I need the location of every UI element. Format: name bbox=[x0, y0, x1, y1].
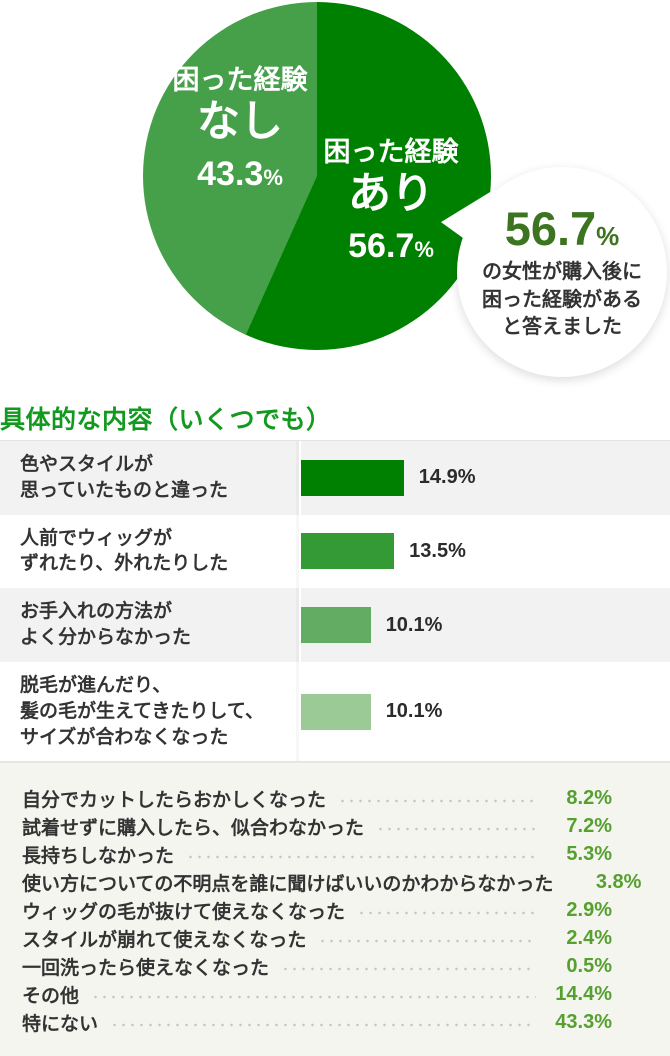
callout-text-line3: と答えました bbox=[502, 316, 622, 339]
bar-row: 人前でウィッグが ずれたり、外れたりした 13.5% bbox=[0, 514, 670, 589]
bar-value: 10.1% bbox=[385, 613, 443, 636]
dotted-leader bbox=[91, 993, 536, 1002]
pie-chart bbox=[143, 2, 491, 350]
bar-row-label: 人前でウィッグが ずれたり、外れたりした bbox=[0, 514, 301, 589]
list-item: 特にない 43.3% bbox=[22, 1008, 612, 1036]
list-item: 一回洗ったら使えなくなった 0.5% bbox=[22, 952, 612, 980]
list-item: 長持ちしなかった 5.3% bbox=[22, 840, 612, 868]
bar-cell: 10.1% bbox=[301, 588, 670, 662]
list-item-value: 8.2% bbox=[566, 786, 612, 809]
bar-chart-table: 色やスタイルが 思っていたものと違った 14.9% 人前でウィッグが ずれたり、… bbox=[0, 440, 670, 763]
dotted-leader bbox=[110, 1021, 536, 1030]
bar-cell: 14.9% bbox=[301, 441, 670, 515]
list-item-label: スタイルが崩れて使えなくなった bbox=[22, 929, 307, 951]
callout-value: 56.7% bbox=[504, 202, 620, 255]
callout-bubble: 56.7% の女性が購入後に 困った経験がある と答えました bbox=[457, 167, 667, 377]
list-item-value: 7.2% bbox=[566, 814, 612, 837]
minor-items-list: 自分でカットしたらおかしくなった 8.2% 試着せずに購入したら、似合わなかった… bbox=[0, 762, 670, 1056]
list-item-value: 5.3% bbox=[566, 842, 612, 865]
bar bbox=[301, 607, 371, 644]
bar-value: 10.1% bbox=[385, 700, 443, 723]
list-item: 使い方についての不明点を誰に聞けばいいのかわからなかった 3.8% bbox=[22, 868, 641, 896]
percent-sign: % bbox=[596, 221, 620, 251]
percent-sign: % bbox=[414, 236, 434, 262]
list-item-value: 2.9% bbox=[566, 898, 612, 921]
dotted-leader bbox=[281, 965, 536, 974]
pie-segment-label-none-main: なし bbox=[197, 98, 283, 147]
list-item: ウィッグの毛が抜けて使えなくなった 2.9% bbox=[22, 896, 612, 924]
bar-row-label: 色やスタイルが 思っていたものと違った bbox=[0, 441, 301, 515]
list-item-label: 一回洗ったら使えなくなった bbox=[22, 957, 270, 979]
bar-row: 色やスタイルが 思っていたものと違った 14.9% bbox=[0, 441, 670, 515]
bar bbox=[301, 459, 404, 496]
bar-row-label: 脱毛が進んだり、 髪の毛が生えてきたりして、 サイズが合わなくなった bbox=[0, 661, 301, 762]
bar-value: 14.9% bbox=[418, 466, 476, 489]
bar-cell: 13.5% bbox=[301, 515, 670, 589]
pie-segment-label-none-top: 困った経験 bbox=[172, 65, 308, 95]
list-item-label: 試着せずに購入したら、似合わなかった bbox=[22, 817, 365, 839]
list-item: その他 14.4% bbox=[22, 980, 612, 1008]
dotted-leader bbox=[376, 825, 536, 834]
bar-row: 脱毛が進んだり、 髪の毛が生えてきたりして、 サイズが合わなくなった 10.1% bbox=[0, 661, 670, 762]
list-item: 試着せずに購入したら、似合わなかった 7.2% bbox=[22, 812, 612, 840]
pie-segment-label-none: 困った経験 なし 43.3% bbox=[150, 64, 330, 193]
list-item-value: 14.4% bbox=[555, 982, 612, 1005]
dotted-leader bbox=[186, 853, 536, 862]
list-item-value: 43.3% bbox=[555, 1010, 612, 1033]
pie-segment-value-none: 43.3% bbox=[197, 154, 283, 193]
list-item: スタイルが崩れて使えなくなった 2.4% bbox=[22, 924, 612, 952]
list-item-label: 特にない bbox=[22, 1013, 99, 1035]
bar-row-label: お手入れの方法が よく分からなかった bbox=[0, 588, 301, 662]
bar-cell: 10.1% bbox=[301, 662, 670, 761]
dotted-leader bbox=[357, 909, 536, 918]
dotted-leader bbox=[318, 937, 536, 946]
dotted-leader bbox=[338, 797, 536, 806]
list-item-label: 自分でカットしたらおかしくなった bbox=[22, 789, 327, 811]
bar bbox=[301, 533, 395, 570]
bar bbox=[301, 693, 371, 730]
list-item-value: 0.5% bbox=[566, 954, 612, 977]
list-item-value: 2.4% bbox=[566, 926, 612, 949]
callout-text-line2: 困った経験がある bbox=[482, 288, 642, 311]
pie-segment-label-yes-top: 困った経験 bbox=[323, 137, 459, 167]
list-item-label: 長持ちしなかった bbox=[22, 845, 175, 867]
percent-sign: % bbox=[263, 164, 283, 190]
pie-segment-value-yes: 56.7% bbox=[348, 226, 434, 265]
list-item-label: 使い方についての不明点を誰に聞けばいいのかわからなかった bbox=[22, 873, 554, 895]
section-title: 具体的な内容（いくつでも） bbox=[0, 406, 332, 434]
list-item: 自分でカットしたらおかしくなった 8.2% bbox=[22, 784, 612, 812]
pie-section: 困った経験 なし 43.3% 困った経験 あり 56.7% 56.7% の女性が… bbox=[0, 0, 670, 386]
bar-row: お手入れの方法が よく分からなかった 10.1% bbox=[0, 588, 670, 662]
list-item-label: ウィッグの毛が抜けて使えなくなった bbox=[22, 901, 346, 923]
callout-text-line1: の女性が購入後に bbox=[482, 261, 642, 283]
bar-value: 13.5% bbox=[409, 539, 466, 562]
callout-text: の女性が購入後に 困った経験がある と答えました bbox=[457, 259, 667, 342]
list-item-label: その他 bbox=[22, 985, 80, 1007]
list-item-value: 3.8% bbox=[595, 870, 642, 893]
pie-segment-label-yes: 困った経験 あり 56.7% bbox=[301, 136, 481, 265]
pie-segment-label-yes-main: あり bbox=[348, 170, 434, 219]
